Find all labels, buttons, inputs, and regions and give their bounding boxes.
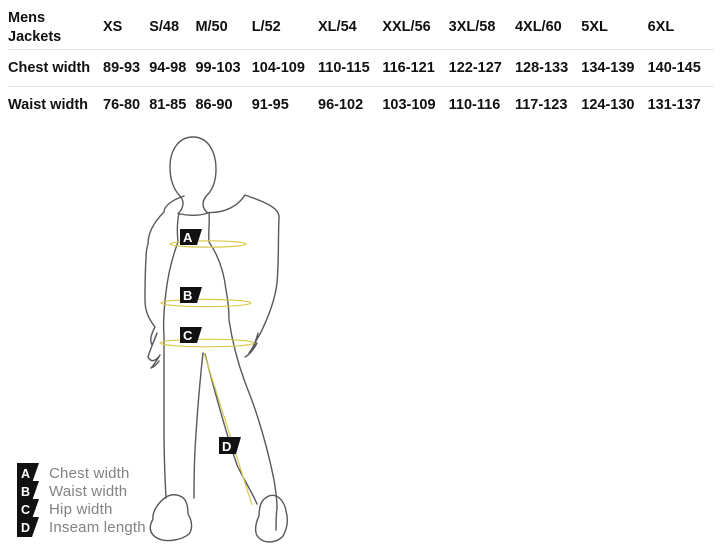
svg-text:D: D: [21, 521, 30, 535]
svg-text:C: C: [183, 328, 193, 343]
svg-text:A: A: [183, 230, 193, 245]
svg-text:C: C: [21, 503, 30, 517]
svg-text:B: B: [183, 288, 192, 303]
svg-text:A: A: [21, 467, 30, 481]
svg-text:B: B: [21, 485, 30, 499]
svg-text:D: D: [222, 439, 231, 454]
